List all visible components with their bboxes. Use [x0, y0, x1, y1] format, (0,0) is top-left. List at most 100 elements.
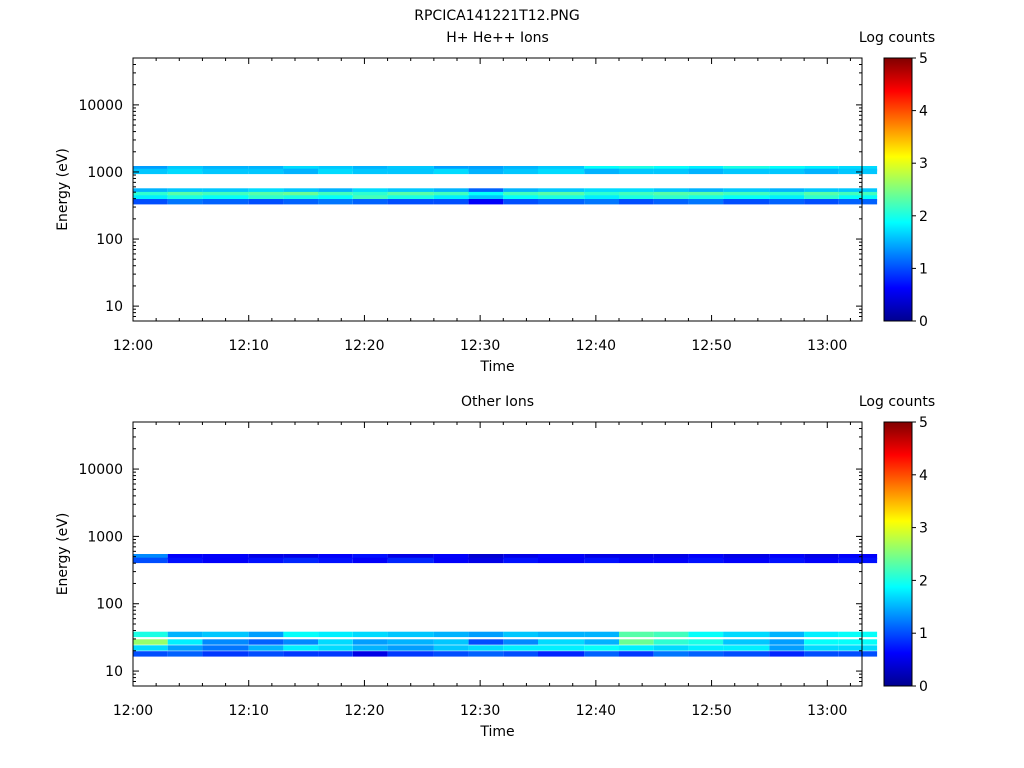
heatmap-cell: [688, 188, 724, 194]
heatmap-cell: [653, 639, 689, 645]
heatmap-cell: [769, 554, 805, 560]
heatmap-cell: [433, 631, 469, 638]
colorbar-label: Log counts: [859, 394, 935, 410]
heatmap-cell: [387, 554, 434, 560]
heatmap-cell: [283, 557, 319, 564]
heatmap-cell: [318, 645, 353, 651]
colorbar-tick-label: 4: [919, 104, 928, 120]
heatmap-cell: [619, 168, 654, 175]
heatmap-cell: [433, 191, 469, 198]
heatmap-cell: [248, 631, 284, 638]
heatmap-cell: [133, 554, 168, 560]
heatmap-cell: [248, 188, 284, 194]
heatmap-cell: [433, 645, 469, 651]
colorbar-tick-label: 5: [919, 51, 928, 67]
heatmap-cell: [352, 554, 388, 560]
heatmap-cell: [283, 191, 319, 198]
x-tick-label: 12:40: [576, 703, 616, 719]
colorbar-tick-label: 5: [919, 415, 928, 431]
heatmap-cell: [538, 557, 585, 564]
heatmap-cell: [838, 639, 878, 645]
heatmap-cell: [167, 188, 203, 194]
heatmap-cell: [318, 631, 353, 638]
heatmap-cell: [167, 557, 203, 564]
heatmap-cell: [248, 191, 284, 198]
heatmap-cell: [653, 195, 689, 201]
colorbar: [883, 57, 913, 322]
heatmap-cell: [723, 195, 770, 201]
heatmap-cell: [248, 168, 284, 175]
heatmap-cell: [133, 631, 168, 638]
heatmap-cell: [688, 191, 724, 198]
heatmap-cell: [769, 168, 805, 175]
heatmap-cell: [619, 195, 654, 201]
heatmap-cell: [133, 168, 168, 175]
heatmap-cell: [202, 639, 249, 645]
heatmap-cell: [584, 195, 619, 201]
heatmap-cell: [584, 554, 619, 560]
heatmap-cell: [804, 554, 839, 560]
heatmap-cell: [468, 199, 504, 205]
heatmap-cell: [723, 639, 770, 645]
heatmap-cell: [318, 557, 353, 564]
heatmap-cell: [838, 631, 878, 638]
heatmap-cell: [202, 631, 249, 638]
y-axis-label: Energy (eV): [55, 148, 71, 231]
heatmap-cell: [283, 645, 319, 651]
colorbar: [883, 421, 913, 687]
heatmap-cell: [653, 554, 689, 560]
heatmap-cell: [503, 639, 538, 645]
heatmap-cell: [503, 554, 538, 560]
heatmap-cell: [688, 645, 724, 651]
heatmap-cell: [503, 645, 538, 651]
heatmap-cell: [584, 199, 619, 205]
heatmap-cell: [538, 191, 585, 198]
heatmap-cell: [352, 645, 388, 651]
heatmap-cell: [202, 188, 249, 194]
heatmap-cell: [248, 554, 284, 560]
y-tick-label: 10: [105, 664, 123, 680]
y-tick-label: 100: [96, 597, 123, 613]
x-tick-label: 13:00: [807, 338, 847, 354]
panel-title: Other Ions: [461, 394, 534, 410]
heatmap-cell: [838, 191, 878, 198]
heatmap-cell: [619, 199, 654, 205]
heatmap-cell: [468, 645, 504, 651]
heatmap-cell: [318, 191, 353, 198]
heatmap-cell: [283, 639, 319, 645]
heatmap-cell: [769, 195, 805, 201]
heatmap-cell: [202, 199, 249, 205]
heatmap-cell: [538, 651, 585, 657]
heatmap-cell: [283, 195, 319, 201]
heatmap-cell: [838, 195, 878, 201]
x-tick-label: 12:10: [229, 338, 269, 354]
x-tick-label: 12:00: [113, 703, 153, 719]
x-axis-label: Time: [479, 359, 514, 375]
heatmap-cell: [838, 651, 878, 657]
heatmap-cell: [387, 195, 434, 201]
heatmap-cell: [838, 168, 878, 175]
heatmap-cell: [318, 168, 353, 175]
heatmap-cell: [468, 168, 504, 175]
heatmap-cell: [723, 168, 770, 175]
heatmap-cell: [538, 195, 585, 201]
figure-title: RPCICA141221T12.PNG: [414, 8, 579, 24]
heatmap-cell: [468, 651, 504, 657]
heatmap-cell: [248, 651, 284, 657]
colorbar-label: Log counts: [859, 30, 935, 46]
heatmap-cell: [283, 199, 319, 205]
heatmap-cell: [723, 191, 770, 198]
y-tick-label: 1000: [87, 529, 123, 545]
heatmap-cell: [167, 639, 203, 645]
panel-title: H+ He++ Ions: [446, 30, 549, 46]
heatmap-cell: [688, 195, 724, 201]
heatmap-cell: [133, 199, 168, 205]
heatmap-cell: [433, 651, 469, 657]
heatmap-cell: [503, 195, 538, 201]
heatmap-cell: [804, 188, 839, 194]
heatmap-cell: [468, 188, 504, 194]
heatmap-cell: [723, 188, 770, 194]
heatmap-cell: [167, 554, 203, 560]
y-tick-label: 10: [105, 299, 123, 315]
heatmap-cell: [133, 188, 168, 194]
